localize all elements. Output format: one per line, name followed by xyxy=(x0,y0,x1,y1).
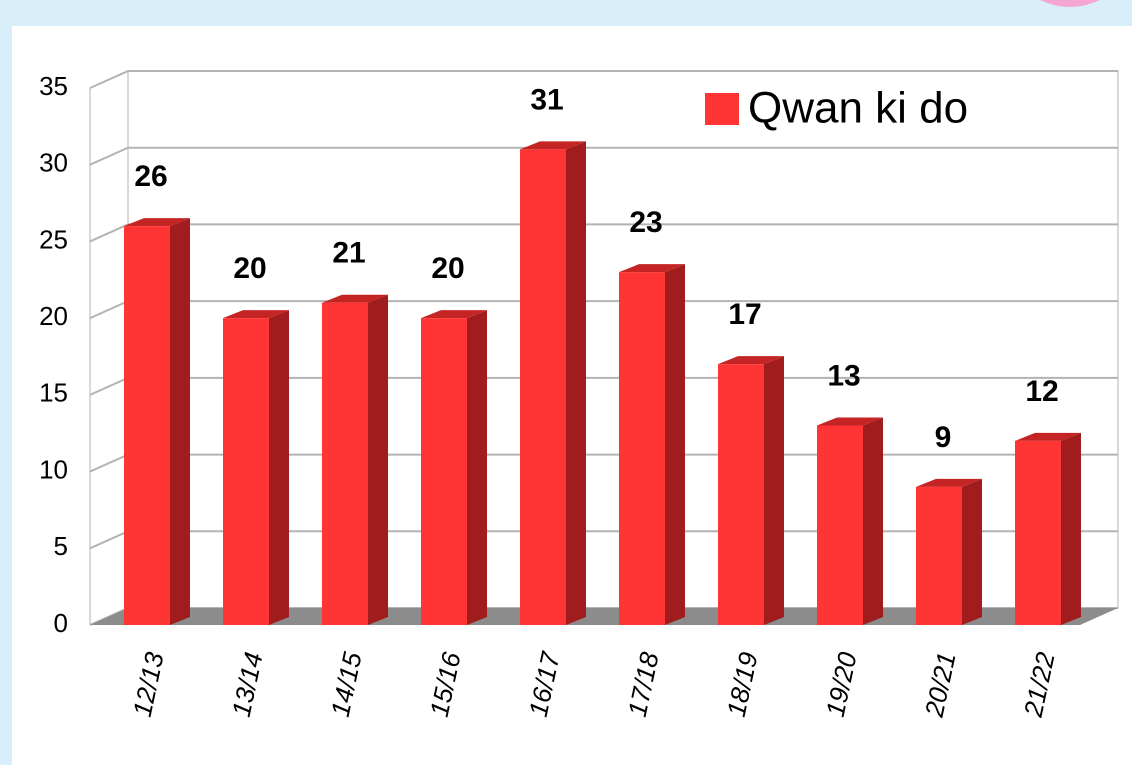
bar-front xyxy=(619,272,665,625)
bar xyxy=(718,356,784,625)
data-label: 20 xyxy=(431,252,464,285)
x-tick-label: 12/13 xyxy=(127,649,170,719)
bar xyxy=(421,310,487,625)
bar xyxy=(817,417,883,625)
bar-top xyxy=(817,417,883,426)
bar-front xyxy=(1015,440,1061,625)
x-tick-label: 18/19 xyxy=(721,649,764,719)
bar-side xyxy=(863,417,883,625)
data-label: 26 xyxy=(134,160,167,193)
bar-top xyxy=(718,356,784,365)
x-tick-label: 16/17 xyxy=(523,648,566,719)
data-label: 31 xyxy=(530,83,563,116)
x-tick-label: 15/16 xyxy=(424,649,467,719)
bar xyxy=(520,141,586,625)
bar-side xyxy=(1061,432,1081,625)
data-label: 12 xyxy=(1025,375,1058,408)
grid-line xyxy=(89,146,1118,166)
data-label: 21 xyxy=(332,237,365,270)
data-label: 13 xyxy=(827,359,860,392)
corner-decoration xyxy=(1040,0,1100,7)
bar xyxy=(124,218,190,626)
y-tick-label: 25 xyxy=(39,224,68,254)
y-tick-label: 10 xyxy=(39,454,68,484)
bar-side xyxy=(269,310,289,625)
x-tick-label: 20/21 xyxy=(919,649,962,720)
data-label: 23 xyxy=(629,206,662,239)
data-label: 17 xyxy=(728,298,761,331)
bar xyxy=(223,310,289,625)
data-label: 9 xyxy=(935,421,952,454)
side-wall xyxy=(89,70,129,626)
bar-side xyxy=(467,310,487,625)
x-tick-label: 14/15 xyxy=(325,649,368,719)
x-tick-label: 21/22 xyxy=(1018,649,1061,720)
y-tick-label: 5 xyxy=(54,531,68,561)
y-tick-label: 35 xyxy=(39,71,68,101)
bar xyxy=(619,264,685,625)
y-tick-label: 15 xyxy=(39,378,68,408)
bar-top xyxy=(223,310,289,319)
y-tick-label: 0 xyxy=(54,608,68,638)
bar-side xyxy=(368,294,388,625)
x-tick-label: 17/18 xyxy=(622,649,665,719)
bar-front xyxy=(817,425,863,625)
bar-front xyxy=(124,226,170,626)
bar-front xyxy=(916,486,962,625)
y-tick-label: 20 xyxy=(39,301,68,331)
bar-top xyxy=(124,218,190,227)
bar-top xyxy=(1015,432,1081,441)
bar-top xyxy=(421,310,487,319)
bar-top xyxy=(322,294,388,303)
bar-front xyxy=(421,318,467,625)
bar-side xyxy=(764,356,784,625)
bar-side xyxy=(962,478,982,625)
x-tick-label: 13/14 xyxy=(226,649,269,719)
legend-swatch xyxy=(705,93,739,125)
data-label: 20 xyxy=(233,252,266,285)
bar-top xyxy=(520,141,586,150)
bar xyxy=(916,478,982,625)
bar-top xyxy=(916,478,982,487)
bar-front xyxy=(223,318,269,625)
x-tick-label: 19/20 xyxy=(820,649,863,719)
grid-line xyxy=(89,223,1118,243)
bar xyxy=(1015,432,1081,625)
bar-side xyxy=(566,141,586,625)
grid-line xyxy=(89,70,1118,89)
legend-label: Qwan ki do xyxy=(748,84,968,133)
bar-front xyxy=(520,149,566,625)
bar-top xyxy=(619,264,685,273)
bar-side xyxy=(170,218,190,626)
y-tick-label: 30 xyxy=(39,148,68,178)
bar xyxy=(322,294,388,625)
bar-side xyxy=(665,264,685,625)
bar-front xyxy=(718,364,764,625)
bar-front xyxy=(322,302,368,625)
